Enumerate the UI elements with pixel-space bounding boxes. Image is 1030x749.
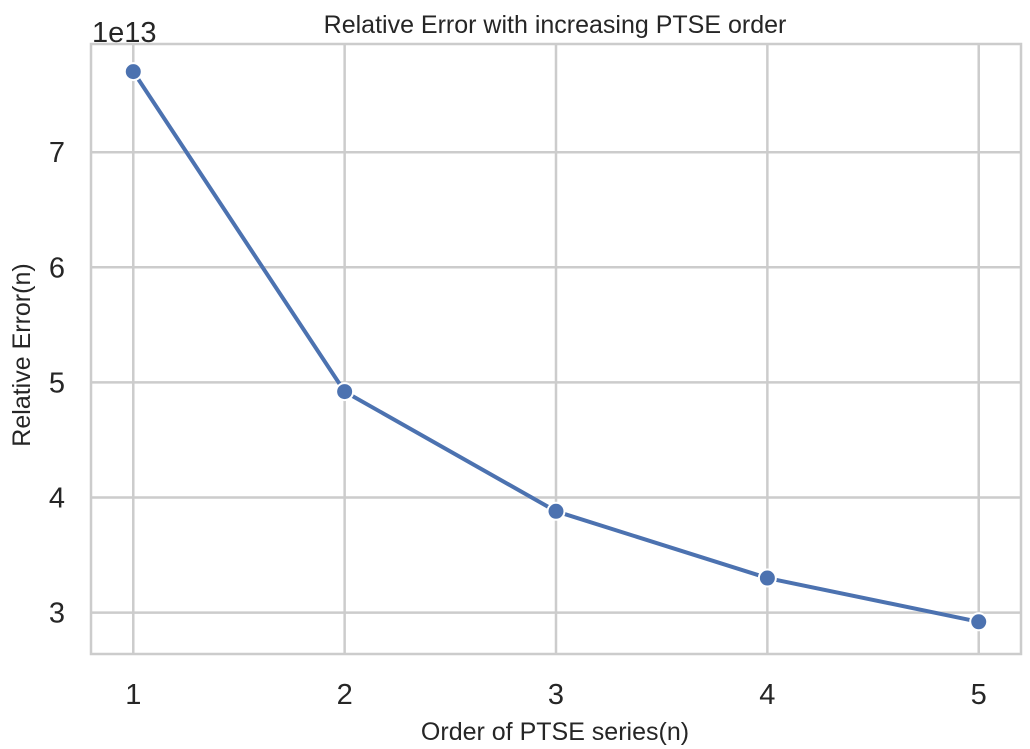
x-axis-ticks: 1 2 3 4 5 <box>125 679 987 711</box>
data-point <box>123 62 143 82</box>
data-point <box>335 382 355 402</box>
y-axis-label: Relative Error(n) <box>8 263 36 446</box>
y-tick-label: 4 <box>49 482 65 514</box>
chart-title: Relative Error with increasing PTSE orde… <box>324 11 787 39</box>
plot-frame <box>89 42 1023 656</box>
x-tick-label: 4 <box>759 679 775 711</box>
y-tick-label: 5 <box>49 367 65 399</box>
y-axis-ticks: 3 4 5 6 7 <box>49 137 65 629</box>
data-point <box>757 568 777 588</box>
grid <box>91 44 1021 654</box>
y-tick-label: 7 <box>49 137 65 169</box>
series-group <box>123 62 989 632</box>
x-axis-label: Order of PTSE series(n) <box>421 718 689 746</box>
data-point <box>969 612 989 632</box>
x-tick-label: 3 <box>548 679 564 711</box>
y-tick-label: 6 <box>49 252 65 284</box>
x-tick-label: 5 <box>971 679 987 711</box>
y-tick-label: 3 <box>49 598 65 630</box>
x-tick-label: 2 <box>337 679 353 711</box>
x-tick-label: 1 <box>125 679 141 711</box>
data-point <box>546 501 566 521</box>
